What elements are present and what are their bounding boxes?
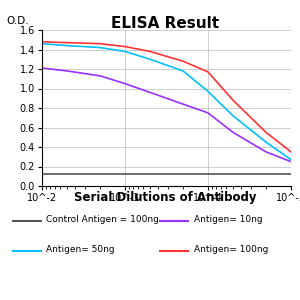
- Text: O.D.: O.D.: [6, 16, 28, 26]
- Text: Antigen= 100ng: Antigen= 100ng: [194, 245, 268, 254]
- Text: Control Antigen = 100ng: Control Antigen = 100ng: [46, 215, 159, 224]
- Text: Serial Dilutions of Antibody: Serial Dilutions of Antibody: [74, 190, 256, 203]
- Text: ELISA Result: ELISA Result: [111, 16, 219, 32]
- Text: Antigen= 10ng: Antigen= 10ng: [194, 215, 262, 224]
- Text: Antigen= 50ng: Antigen= 50ng: [46, 245, 115, 254]
